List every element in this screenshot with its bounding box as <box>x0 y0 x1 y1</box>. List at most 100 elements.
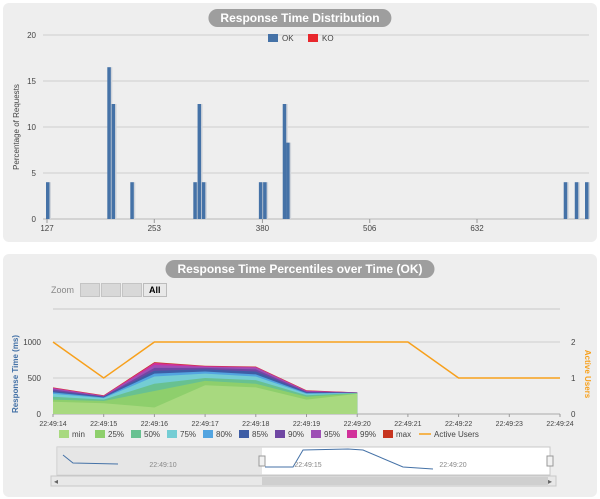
x-tick-label: 380 <box>256 224 270 233</box>
bar-ok[interactable] <box>563 182 568 219</box>
zoom-control: Zoom All <box>51 283 167 297</box>
y2-axis-label: Active Users <box>583 350 592 399</box>
distribution-panel: Response Time Distribution 0 5 10 15 20 127 25… <box>3 3 597 242</box>
percentiles-title: Response Time Percentiles over Time (OK) <box>165 260 435 278</box>
legend-label-active-users: Active Users <box>434 430 479 439</box>
zoom-button-1[interactable] <box>80 283 101 297</box>
bar-ok[interactable] <box>282 104 287 219</box>
navigator-handle-left[interactable] <box>258 455 266 467</box>
legend-swatch-75pct[interactable] <box>167 430 177 438</box>
y-tick-label: 0 <box>32 215 37 224</box>
x-tick-label: 506 <box>363 224 377 233</box>
legend-swatch-90pct[interactable] <box>275 430 285 438</box>
navigator-label: 22:49:20 <box>439 462 466 469</box>
distribution-chart: 0 5 10 15 20 127 253 380 506 632 Percentage of Req… <box>12 31 590 233</box>
legend-swatch-25pct[interactable] <box>95 430 105 438</box>
legend-label-85pct: 85% <box>252 430 268 439</box>
bar-shadow <box>196 182 199 219</box>
bar-ok[interactable] <box>197 104 202 219</box>
x-tick-label: 22:49:23 <box>496 421 523 428</box>
y-axis-label: Percentage of Requests <box>12 84 21 170</box>
bar-shadow <box>200 104 203 219</box>
navigator-series <box>265 448 434 470</box>
legend-swatch-ko[interactable] <box>308 34 318 42</box>
x-tick-label: 22:49:19 <box>293 421 320 428</box>
bar-ok[interactable] <box>574 182 579 219</box>
bar-shadow <box>289 142 292 219</box>
bar-ok[interactable] <box>263 182 267 219</box>
bar-shadow <box>114 104 117 219</box>
navigator-handle-right[interactable] <box>546 455 554 467</box>
zoom-button-2[interactable] <box>101 283 122 297</box>
legend-swatch-85pct[interactable] <box>239 430 249 438</box>
legend-swatch-95pct[interactable] <box>311 430 321 438</box>
y2-tick-label: 2 <box>571 338 576 347</box>
legend-swatch-max[interactable] <box>383 430 393 438</box>
y-axis-label: Response Time (ms) <box>11 335 20 413</box>
bar-ok[interactable] <box>286 142 290 219</box>
percentiles-panel: Response Time Percentiles over Time (OK)… <box>3 254 597 497</box>
zoom-button-3[interactable] <box>122 283 143 297</box>
y-tick-label: 500 <box>28 374 42 383</box>
scroll-right-arrow: ▸ <box>548 477 552 486</box>
y2-tick-label: 1 <box>571 374 576 383</box>
navigator-series <box>62 454 119 465</box>
x-tick-label: 22:49:24 <box>546 421 573 428</box>
x-tick-label: 22:49:21 <box>394 421 421 428</box>
y-tick-label: 1000 <box>23 338 41 347</box>
legend-label-min: min <box>72 430 85 439</box>
x-tick-label: 22:49:14 <box>39 421 66 428</box>
legend-swatch-80pct[interactable] <box>203 430 213 438</box>
legend-swatch-50pct[interactable] <box>131 430 141 438</box>
bar-ok[interactable] <box>258 182 263 219</box>
bar-shadow <box>133 182 136 219</box>
bar-shadow <box>566 182 569 219</box>
area-min[interactable] <box>53 385 358 414</box>
bar-ok[interactable] <box>107 67 111 219</box>
line-active-users[interactable] <box>52 341 560 379</box>
bar-ok[interactable] <box>193 182 197 219</box>
navigator-label: 22:49:15 <box>294 462 321 469</box>
y-tick-label: 5 <box>32 169 37 178</box>
x-tick-label: 22:49:17 <box>191 421 218 428</box>
y-tick-label: 15 <box>27 77 36 86</box>
legend-label-50pct: 50% <box>144 430 160 439</box>
scrollbar-thumb[interactable] <box>262 477 548 485</box>
navigator-label: 22:49:10 <box>149 462 176 469</box>
y-tick-label: 10 <box>27 123 36 132</box>
zoom-label: Zoom <box>51 285 75 295</box>
legend-label-max: max <box>396 430 411 439</box>
legend-label-ok: OK <box>282 34 294 43</box>
legend-swatch-min[interactable] <box>59 430 69 438</box>
x-tick-label: 22:49:18 <box>242 421 269 428</box>
bar-ok[interactable] <box>130 182 134 219</box>
x-tick-label: 22:49:20 <box>344 421 371 428</box>
bar-ok[interactable] <box>585 182 589 219</box>
x-tick-label: 22:49:15 <box>90 421 117 428</box>
bar-ok[interactable] <box>201 182 206 219</box>
legend-label-25pct: 25% <box>108 430 124 439</box>
x-tick-label: 22:49:16 <box>141 421 168 428</box>
legend-label-95pct: 95% <box>324 430 340 439</box>
x-tick-label: 127 <box>40 224 54 233</box>
x-tick-label: 253 <box>148 224 162 233</box>
bar-shadow <box>110 67 113 219</box>
legend-swatch-ok[interactable] <box>268 34 278 42</box>
legend-label-99pct: 99% <box>360 430 376 439</box>
legend-label-90pct: 90% <box>288 430 304 439</box>
bar-ok[interactable] <box>46 182 50 219</box>
bar-shadow <box>266 182 269 219</box>
distribution-title: Response Time Distribution <box>208 9 392 27</box>
x-tick-label: 632 <box>470 224 484 233</box>
bar-shadow <box>204 182 207 219</box>
y-tick-label: 0 <box>37 410 42 419</box>
legend-label-75pct: 75% <box>180 430 196 439</box>
bar-ok[interactable] <box>111 104 116 219</box>
legend-swatch-99pct[interactable] <box>347 430 357 438</box>
scroll-left-arrow: ◂ <box>54 477 58 486</box>
bar-shadow <box>49 182 51 219</box>
legend-label-80pct: 80% <box>216 430 232 439</box>
zoom-all-button[interactable]: All <box>143 283 167 297</box>
navigator-mask-left <box>57 447 262 475</box>
bar-shadow <box>261 182 264 219</box>
